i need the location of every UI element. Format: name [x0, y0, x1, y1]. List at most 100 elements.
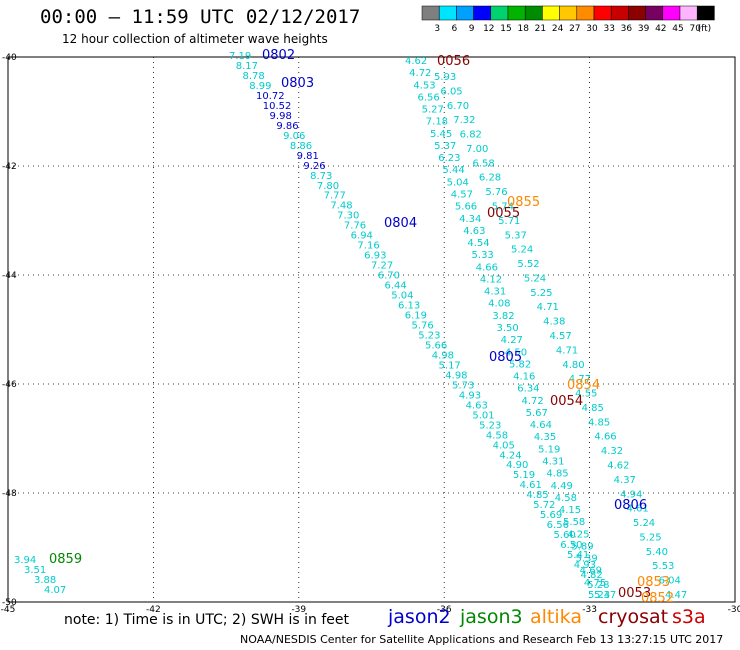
x-tick-label: -42	[146, 605, 161, 615]
wave-height-value: 5.67	[526, 408, 548, 419]
y-tick-label: -42	[2, 162, 17, 172]
wave-height-value: 5.37	[594, 590, 616, 601]
legend-tick-label: 21	[535, 24, 546, 34]
wave-height-value: 5.04	[447, 177, 469, 188]
wave-height-value: 3.82	[492, 311, 514, 322]
wave-height-value: 7.16	[357, 241, 379, 252]
wave-height-value: 4.63	[466, 400, 488, 411]
wave-height-value: 4.64	[530, 420, 552, 431]
jason3-label: jason3	[460, 606, 523, 628]
wave-height-value: 6.82	[460, 130, 482, 141]
wave-height-value: 4.93	[574, 560, 596, 571]
wave-height-value: 5.66	[425, 340, 447, 351]
wave-height-value: 7.30	[337, 211, 359, 222]
legend-tick-label: 45	[672, 24, 683, 34]
wave-height-value: 8.17	[236, 61, 258, 72]
legend-tick-label: 70	[689, 24, 701, 34]
wave-height-value: 6.19	[405, 311, 427, 322]
wave-height-value: 9.81	[297, 151, 319, 162]
wave-height-value: 5.19	[538, 444, 560, 455]
wave-height-value: 5.72	[533, 500, 555, 511]
wave-height-value: 8.99	[249, 81, 271, 92]
wave-height-value: 6.13	[398, 301, 420, 312]
page-subtitle: 12 hour collection of altimeter wave hei…	[62, 32, 328, 46]
y-tick-label: -46	[2, 380, 17, 390]
wave-height-value: 4.55	[575, 389, 597, 400]
y-tick-label: -40	[2, 53, 17, 63]
wave-height-value: 5.24	[511, 245, 533, 256]
wave-height-value: 5.24	[588, 590, 610, 601]
wave-height-value: 4.27	[501, 335, 523, 346]
legend-tick-label: 27	[569, 24, 580, 34]
wave-height-value: 5.60	[553, 530, 575, 541]
wave-height-value: 4.49	[551, 481, 573, 492]
wave-height-value: 7.77	[324, 191, 346, 202]
wave-height-value: 5.37	[505, 230, 527, 241]
wave-height-value: 6.23	[438, 153, 460, 164]
wave-height-value: 4.50	[505, 347, 527, 358]
wave-height-value: 4.61	[520, 480, 542, 491]
wave-height-value: 4.38	[543, 317, 565, 328]
wave-height-value: 10.52	[263, 101, 292, 112]
wave-height-value: 4.98	[445, 370, 467, 381]
wave-height-value: 4.12	[480, 274, 502, 285]
wave-height-value: 5.17	[439, 360, 461, 371]
wave-height-value: 6.56	[417, 92, 439, 103]
wave-height-value: 3.94	[14, 555, 36, 566]
wave-height-value: 4.69	[580, 566, 602, 577]
wave-height-value: 5.45	[430, 129, 452, 140]
wave-height-value: 4.66	[476, 262, 498, 273]
legend-tick-label: 15	[500, 24, 511, 34]
wave-height-value: 4.75	[584, 578, 606, 589]
page-title: 00:00 – 11:59 UTC 02/12/2017	[40, 6, 361, 28]
x-tick-label: -33	[582, 605, 597, 615]
x-tick-label: -36	[437, 605, 452, 615]
wave-height-value: 5.71	[498, 216, 520, 227]
wave-height-value: 5.24	[633, 518, 655, 529]
wave-height-value: 5.04	[391, 291, 413, 302]
wave-height-value: 5.41	[567, 550, 589, 561]
wave-height-value: 7.19	[229, 51, 251, 62]
legend-tick-label: 42	[655, 24, 666, 34]
wave-height-value: 4.72	[409, 68, 431, 79]
wave-height-value: 4.90	[506, 460, 528, 471]
pass-label: 0802	[262, 48, 295, 63]
wave-height-value: 4.35	[534, 432, 556, 443]
wave-height-value: 4.58	[555, 493, 577, 504]
wave-height-value: 4.57	[550, 331, 572, 342]
pass-label: 0852	[641, 591, 674, 606]
wave-height-value: 4.16	[513, 372, 535, 383]
wave-height-value: 7.80	[317, 181, 339, 192]
pass-label: 0056	[437, 54, 470, 69]
wave-height-value: 4.77	[569, 374, 591, 385]
wave-height-value: 4.94	[620, 489, 642, 500]
wave-height-value: 5.39	[576, 554, 598, 565]
pass-label: 0055	[487, 206, 520, 221]
wave-height-value: 8.86	[290, 141, 312, 152]
wave-height-value: 4.72	[521, 396, 543, 407]
x-tick-label: -39	[291, 605, 306, 615]
wave-height-value: 4.71	[556, 345, 578, 356]
wave-height-value: 3.51	[24, 565, 46, 576]
legend-tick-label: 30	[586, 24, 598, 34]
wave-height-value: 4.62	[607, 461, 629, 472]
wave-height-value: 4.62	[405, 56, 427, 67]
wave-height-value: 3.88	[34, 575, 56, 586]
pass-label: 0053	[618, 586, 651, 601]
wave-height-value: 4.93	[459, 390, 481, 401]
wave-height-value: 4.54	[467, 238, 489, 249]
wave-height-value: 7.18	[426, 117, 448, 128]
wave-height-value: 6.94	[351, 231, 373, 242]
wave-height-value: 5.44	[442, 165, 464, 176]
wave-height-value: 5.25	[530, 288, 552, 299]
pass-label: 0854	[567, 378, 600, 393]
cryosat-label: cryosat	[598, 606, 669, 628]
wave-height-value: 7.32	[453, 115, 475, 126]
wave-height-value: 5.01	[472, 410, 494, 421]
legend-unit: (ft)	[698, 24, 712, 34]
wave-height-value: 4.53	[413, 80, 435, 91]
wave-height-value: 3.50	[497, 323, 519, 334]
wave-height-value: 4.32	[601, 446, 623, 457]
wave-height-value: 6.28	[479, 173, 501, 184]
